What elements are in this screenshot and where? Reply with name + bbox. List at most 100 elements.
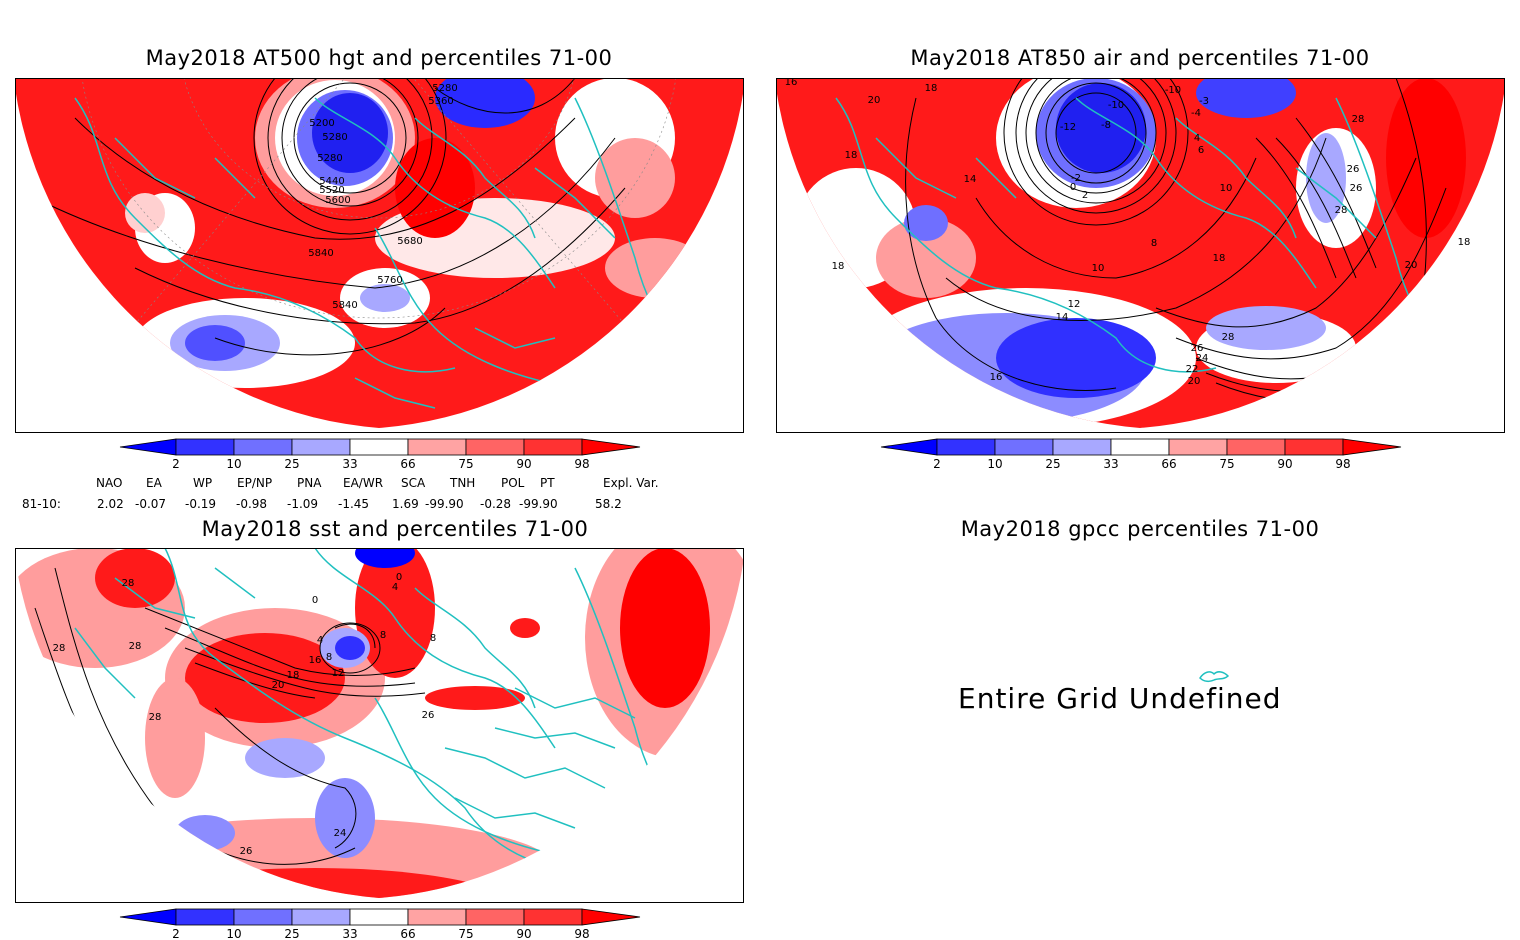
contour-label: 5360	[428, 96, 453, 107]
index-name: NAO	[96, 476, 123, 490]
contour-label: 28	[149, 712, 162, 723]
colorbar-tick: 98	[574, 927, 589, 940]
index-value: 1.69	[392, 497, 419, 511]
contour-label: 28	[53, 643, 66, 654]
contour-label: 14	[1056, 312, 1069, 323]
contour-label: 5440	[319, 176, 344, 187]
contour-label: -4	[1191, 108, 1201, 119]
colorbar-tick: 10	[987, 457, 1002, 470]
panel-title-air: May2018 AT850 air and percentiles 71-00	[910, 46, 1370, 70]
contour-label: 18	[1213, 253, 1226, 264]
index-name: Expl. Var.	[603, 476, 659, 490]
colorbar-top-right: 2 10 25 33 66 75 90 98	[880, 438, 1402, 470]
contour-label: 0	[396, 572, 402, 583]
contour-label: 18	[832, 261, 845, 272]
index-value: 2.02	[97, 497, 124, 511]
colorbar-tick: 25	[284, 457, 299, 470]
colorbar-top-left: 2 10 25 33 66 75 90 98	[119, 438, 641, 470]
contour-label: 18	[1458, 237, 1471, 248]
index-value: -0.98	[236, 497, 268, 511]
colorbar-tick: 2	[172, 457, 180, 470]
contour-label: 4	[317, 635, 323, 646]
contour-label: 28	[129, 641, 142, 652]
index-name: EP/NP	[237, 476, 273, 490]
index-value: -0.07	[135, 497, 167, 511]
contour-label: 5840	[332, 300, 357, 311]
colorbar-tick: 75	[458, 927, 473, 940]
contour-label: 26	[1350, 183, 1363, 194]
contour-label: 26	[1191, 343, 1204, 354]
index-value: 58.2	[595, 497, 622, 511]
contour-label: 20	[868, 95, 881, 106]
colorbar-tick: 2	[933, 457, 941, 470]
contour-label: 0	[1070, 182, 1076, 193]
panel-title-sst: May2018 sst and percentiles 71-00	[201, 517, 589, 541]
index-value: -1.09	[287, 497, 319, 511]
colorbar-tick: 98	[1335, 457, 1350, 470]
index-value: -99.90	[519, 497, 558, 511]
contour-label: 20	[1405, 260, 1418, 271]
contour-label: -3	[1199, 96, 1209, 107]
contour-label: 10	[1092, 263, 1105, 274]
contour-label: 28	[1222, 332, 1235, 343]
map-panel-sst: 28 28 28 28 20 18 16 12 8 4 0 0 4 8 8 24…	[15, 548, 744, 903]
index-name: PNA	[297, 476, 322, 490]
contour-label: 26	[1347, 164, 1360, 175]
contour-label: 18	[925, 83, 938, 94]
contour-label: 5520	[319, 185, 344, 196]
contour-label: 6	[1198, 145, 1204, 156]
colorbar-tick: 75	[458, 457, 473, 470]
index-name: TNH	[450, 476, 476, 490]
contour-label: 22	[1186, 364, 1199, 375]
contour-label: 4	[1194, 133, 1200, 144]
contour-label: -10	[1165, 85, 1181, 96]
colorbar-tick: 98	[574, 457, 589, 470]
contour-label: 8	[430, 633, 436, 644]
contour-label: 10	[1220, 183, 1233, 194]
colorbar-tick: 25	[1045, 457, 1060, 470]
contour-label: 8	[326, 652, 332, 663]
colorbar-tick: 10	[226, 457, 241, 470]
contour-label: 16	[990, 372, 1003, 383]
colorbar-tick: 10	[226, 927, 241, 940]
index-period: 81-10:	[22, 497, 61, 511]
contour-label: 5680	[397, 236, 422, 247]
undefined-message: Entire Grid Undefined	[958, 682, 1282, 715]
colorbar-tick: 33	[1103, 457, 1118, 470]
contour-label: 14	[964, 174, 977, 185]
contour-label: 12	[1068, 299, 1081, 310]
contour-label: 20	[272, 680, 285, 691]
contour-label: -10	[1108, 100, 1124, 111]
contour-label: 5280	[317, 153, 342, 164]
map-panel-air: 16 18 20 18 -10 -3 -4 -12 -8 -10 4 6 -2 …	[776, 78, 1505, 433]
contour-label: 16	[309, 655, 322, 666]
map-panel-hgt: 5200 5280 5280 5280 5360 5440 5520 5600 …	[15, 78, 744, 433]
index-value: -0.28	[480, 497, 512, 511]
colorbar-tick: 66	[400, 457, 415, 470]
contour-label: 12	[332, 668, 345, 679]
contour-label: 18	[845, 150, 858, 161]
colorbar-bottom-left: 2 10 25 33 66 75 90 98	[119, 908, 641, 940]
contour-label: 5840	[308, 248, 333, 259]
contour-label: 28	[1352, 114, 1365, 125]
colorbar-tick: 2	[172, 927, 180, 940]
contour-label: 5280	[322, 132, 347, 143]
colorbar-tick: 25	[284, 927, 299, 940]
index-name: EA/WR	[343, 476, 384, 490]
contour-label: 24	[1196, 353, 1209, 364]
contour-label: 5280	[432, 83, 457, 94]
contour-label: 26	[422, 710, 435, 721]
panel-title-gpcc: May2018 gpcc percentiles 71-00	[960, 517, 1320, 541]
contour-label: -2	[1071, 173, 1081, 184]
index-name: PT	[540, 476, 555, 490]
index-value: -0.19	[185, 497, 217, 511]
colorbar-tick: 33	[342, 927, 357, 940]
contour-label: -8	[1101, 120, 1111, 131]
colorbar-tick: 75	[1219, 457, 1234, 470]
small-island-mark	[1199, 671, 1230, 683]
colorbar-tick: 33	[342, 457, 357, 470]
index-name: EA	[146, 476, 162, 490]
colorbar-tick: 90	[516, 457, 531, 470]
contour-label: -12	[1060, 122, 1076, 133]
colorbar-tick: 66	[400, 927, 415, 940]
